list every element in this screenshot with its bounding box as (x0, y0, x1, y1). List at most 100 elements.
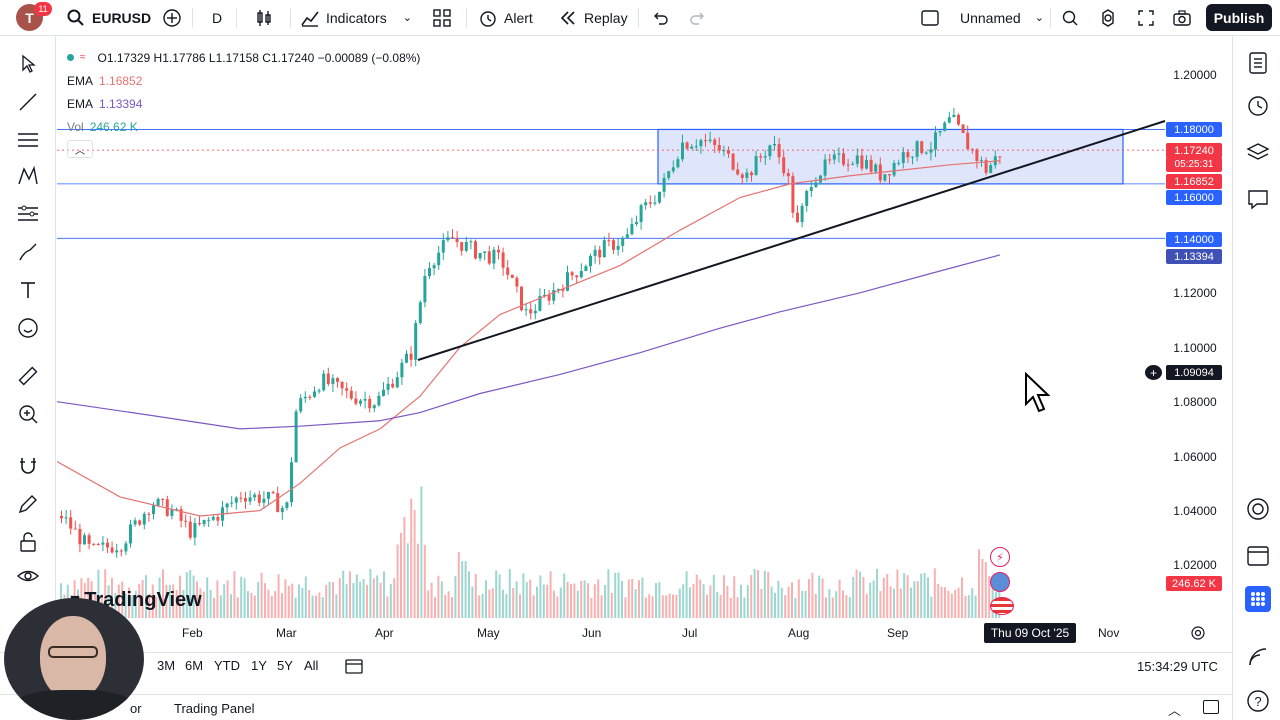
axis-settings-button[interactable] (1190, 625, 1206, 641)
chart-type-button[interactable] (254, 4, 274, 31)
range-ytd-button[interactable]: YTD (214, 658, 240, 673)
candle-body (87, 535, 91, 544)
volume-bar (784, 595, 787, 618)
flag-icon[interactable] (990, 597, 1014, 615)
candle-body (658, 191, 661, 203)
price-tick: 1.02000 (1173, 558, 1217, 572)
ema-slow-legend[interactable]: EMA 1.13394 (67, 92, 420, 115)
price-tick: 1.20000 (1173, 68, 1217, 82)
candle-body (966, 132, 970, 150)
stay-in-drawing-tool[interactable] (16, 492, 40, 516)
volume-bar (835, 591, 838, 618)
text-tool[interactable] (16, 278, 40, 302)
brush-tool[interactable] (16, 240, 40, 264)
cursor-tool[interactable] (16, 52, 40, 76)
alerts-panel-button[interactable] (1245, 92, 1271, 118)
price-tick: 1.08000 (1173, 395, 1217, 409)
candle-body (428, 268, 431, 277)
candle-body (101, 542, 105, 545)
volume-bar (111, 577, 113, 618)
volume-bar (682, 584, 685, 618)
target-button[interactable] (1245, 496, 1271, 522)
zoom-tool[interactable] (16, 402, 40, 426)
lightning-icon[interactable]: ⚡ (990, 547, 1010, 567)
clock[interactable]: 15:34:29 UTC (1137, 659, 1218, 674)
volume-bar (889, 586, 892, 618)
indicators-button[interactable]: Indicators ⌄ (300, 4, 412, 31)
panel-tab-left[interactable]: or (130, 701, 142, 716)
chat-button[interactable] (1245, 186, 1271, 212)
volume-legend[interactable]: Vol 246.62 K (67, 115, 420, 138)
apps-button[interactable] (1245, 586, 1271, 612)
chevron-up-icon: ︿ (1168, 703, 1182, 718)
settings-button[interactable] (1098, 4, 1118, 31)
fib-tool[interactable] (16, 202, 40, 226)
candle-body (575, 275, 579, 278)
globe-icon[interactable] (990, 572, 1010, 592)
symbol-search-button[interactable]: EURUSD (66, 4, 151, 31)
range-3m-button[interactable]: 3M (157, 658, 176, 673)
price-chart[interactable] (57, 37, 1232, 646)
candle-body (478, 252, 482, 259)
chevron-up-icon: ︿ (75, 145, 85, 157)
ema-fast-legend[interactable]: EMA 1.16852 (67, 69, 420, 92)
add-alert-plus-button[interactable]: + (1145, 365, 1162, 380)
range-5y-button[interactable]: 5Y (277, 658, 293, 673)
volume-bar (182, 589, 185, 618)
candle-body (441, 240, 445, 253)
range-1y-button[interactable]: 1Y (251, 658, 267, 673)
volume-bar (940, 586, 943, 618)
object-tree-button[interactable] (1245, 140, 1271, 166)
measure-tool[interactable] (16, 364, 40, 388)
hide-drawings-tool[interactable] (16, 564, 40, 588)
volume-bar (859, 571, 861, 618)
calendar-button[interactable] (1245, 542, 1271, 568)
candle-body (354, 398, 358, 404)
help-button[interactable]: ? (1245, 688, 1271, 714)
candle-body (667, 171, 671, 178)
trading-panel-tab[interactable]: Trading Panel (174, 701, 255, 716)
compare-symbol-button[interactable] (162, 4, 182, 31)
layout-button[interactable]: Unnamed ⌄ (920, 4, 1044, 31)
volume-bar (478, 595, 481, 618)
candle-body (584, 266, 588, 272)
interval-button[interactable]: D (212, 4, 222, 31)
alert-button[interactable]: Alert (478, 4, 533, 31)
emoji-tool[interactable] (16, 316, 40, 340)
fullscreen-button[interactable] (1136, 4, 1156, 31)
magnet-tool[interactable] (16, 454, 40, 478)
candle-body (133, 520, 137, 525)
volume-bar (372, 578, 375, 618)
replay-button[interactable]: Replay (558, 4, 628, 31)
templates-button[interactable] (432, 4, 452, 31)
snapshot-button[interactable] (1172, 4, 1192, 31)
pattern-tool[interactable] (16, 164, 40, 188)
maximize-panel-button[interactable] (1203, 700, 1219, 714)
range-6m-button[interactable]: 6M (185, 658, 204, 673)
watchlist-button[interactable] (1245, 50, 1271, 76)
signal-button[interactable] (1245, 644, 1271, 670)
redo-button[interactable] (688, 4, 708, 31)
quick-search-button[interactable] (1060, 4, 1080, 31)
pattern-icon (18, 165, 38, 185)
candle-body (253, 494, 257, 498)
collapse-legend-button[interactable]: ︿ (67, 140, 93, 158)
range-all-button[interactable]: All (304, 658, 319, 673)
goto-date-button[interactable] (344, 656, 364, 676)
publish-button[interactable]: Publish (1206, 4, 1272, 31)
candle-body (980, 160, 983, 162)
volume-bar (825, 597, 827, 618)
volume-bar (712, 574, 715, 618)
collapse-panel-button[interactable]: ︿ (1168, 700, 1181, 719)
undo-button[interactable] (650, 4, 670, 31)
volume-bar (379, 582, 382, 618)
candle-body (336, 378, 339, 382)
horizontal-lines-tool[interactable] (16, 128, 40, 152)
candle-body (699, 140, 703, 147)
candle-body (805, 191, 809, 206)
volume-bar (988, 576, 991, 618)
candle-body (487, 251, 491, 264)
volume-bar (226, 580, 229, 618)
trend-line-tool[interactable] (16, 90, 40, 114)
lock-drawings-tool[interactable] (16, 530, 40, 554)
